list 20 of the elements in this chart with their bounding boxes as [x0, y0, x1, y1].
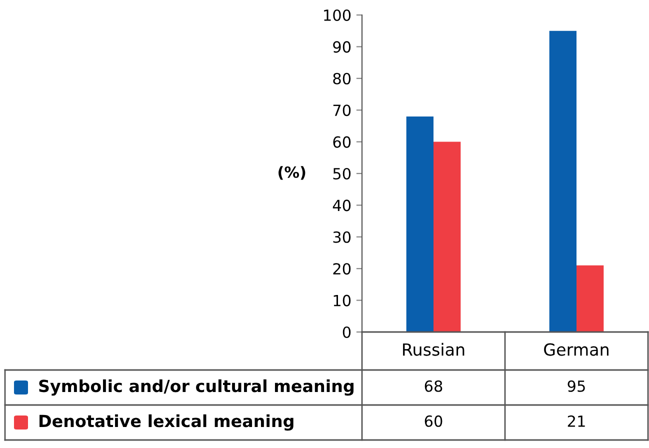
y-tick-label: 30: [333, 231, 351, 243]
y-axis-title: (%): [278, 166, 306, 180]
data-label: 68: [424, 380, 442, 392]
y-tick-label: 0: [342, 326, 351, 338]
data-label: 95: [568, 380, 585, 392]
y-tick-label: 20: [333, 263, 351, 275]
y-tick-label: 80: [333, 72, 351, 84]
y-tick-label: 10: [334, 294, 351, 306]
legend-label: Symbolic and/or cultural meaning: [39, 379, 354, 396]
x-tick-label: Russian: [403, 342, 464, 356]
y-tick-label: 70: [333, 104, 351, 116]
y-tick-label: 40: [332, 200, 351, 212]
data-label: 60: [424, 415, 442, 427]
data-label: 21: [568, 415, 585, 427]
y-tick-label: 60: [333, 136, 351, 148]
y-tick-label: 50: [333, 168, 351, 180]
legend-label: Denotative lexical meaning: [40, 414, 294, 431]
y-tick-label: 100: [324, 9, 351, 22]
x-tick-label: German: [544, 343, 608, 356]
y-tick-label: 90: [333, 41, 351, 53]
